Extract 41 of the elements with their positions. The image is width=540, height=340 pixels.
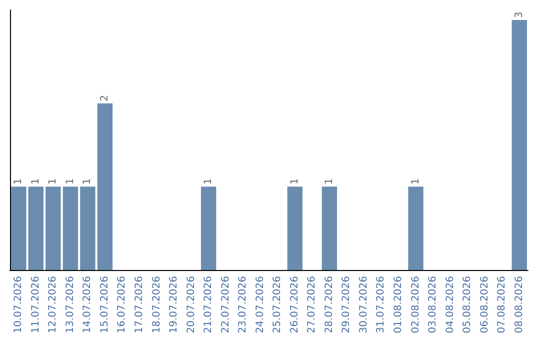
x-tick-label: 01.08.2026 bbox=[393, 276, 404, 334]
x-tick-label: 10.07.2026 bbox=[13, 276, 24, 334]
x-tick-label: 03.08.2026 bbox=[428, 276, 439, 334]
x-tick-label: 23.07.2026 bbox=[238, 276, 249, 334]
x-tick-label: 11.07.2026 bbox=[30, 276, 42, 334]
x-tick-label: 21.07.2026 bbox=[203, 276, 214, 334]
data-label: 1 bbox=[30, 178, 42, 185]
data-label: 1 bbox=[48, 178, 59, 185]
x-tick-label: 27.07.2026 bbox=[306, 276, 318, 334]
x-tick-label: 18.07.2026 bbox=[151, 276, 162, 334]
x-tick-label: 20.07.2026 bbox=[186, 276, 197, 334]
data-label: 3 bbox=[514, 12, 525, 18]
x-tick-label: 04.08.2026 bbox=[444, 276, 456, 334]
x-tick-label: 31.07.2026 bbox=[376, 276, 387, 334]
x-tick-label: 16.07.2026 bbox=[116, 276, 128, 334]
x-tick-label: 24.07.2026 bbox=[254, 276, 266, 334]
data-label: 1 bbox=[410, 178, 422, 185]
x-tick-label: 02.08.2026 bbox=[410, 276, 422, 334]
x-tick-label: 13.07.2026 bbox=[64, 276, 76, 334]
data-label: 1 bbox=[13, 178, 24, 185]
x-tick-label: 08.08.2026 bbox=[514, 276, 525, 334]
data-label: 1 bbox=[64, 178, 76, 185]
x-tick-label: 06.08.2026 bbox=[479, 276, 490, 334]
x-tick-label: 26.07.2026 bbox=[289, 276, 300, 334]
x-tick-label: 05.08.2026 bbox=[462, 276, 474, 334]
x-tick-label: 29.07.2026 bbox=[341, 276, 352, 334]
data-label: 1 bbox=[203, 178, 214, 185]
x-tick-label: 30.07.2026 bbox=[358, 276, 370, 334]
x-tick-label: 14.07.2026 bbox=[82, 276, 94, 334]
x-tick-label: 07.08.2026 bbox=[496, 276, 508, 334]
x-tick-label: 12.07.2026 bbox=[48, 276, 59, 334]
x-tick-label: 15.07.2026 bbox=[99, 276, 110, 334]
data-label: 1 bbox=[289, 178, 300, 185]
data-label: 1 bbox=[82, 178, 94, 185]
x-tick-label: 19.07.2026 bbox=[168, 276, 180, 334]
x-tick-label: 17.07.2026 bbox=[134, 276, 145, 334]
data-label: 2 bbox=[99, 94, 110, 102]
data-label: 1 bbox=[324, 178, 335, 185]
x-tick-label: 25.07.2026 bbox=[272, 276, 284, 334]
x-tick-label: 22.07.2026 bbox=[220, 276, 232, 334]
x-tick-label: 28.07.2026 bbox=[324, 276, 335, 334]
